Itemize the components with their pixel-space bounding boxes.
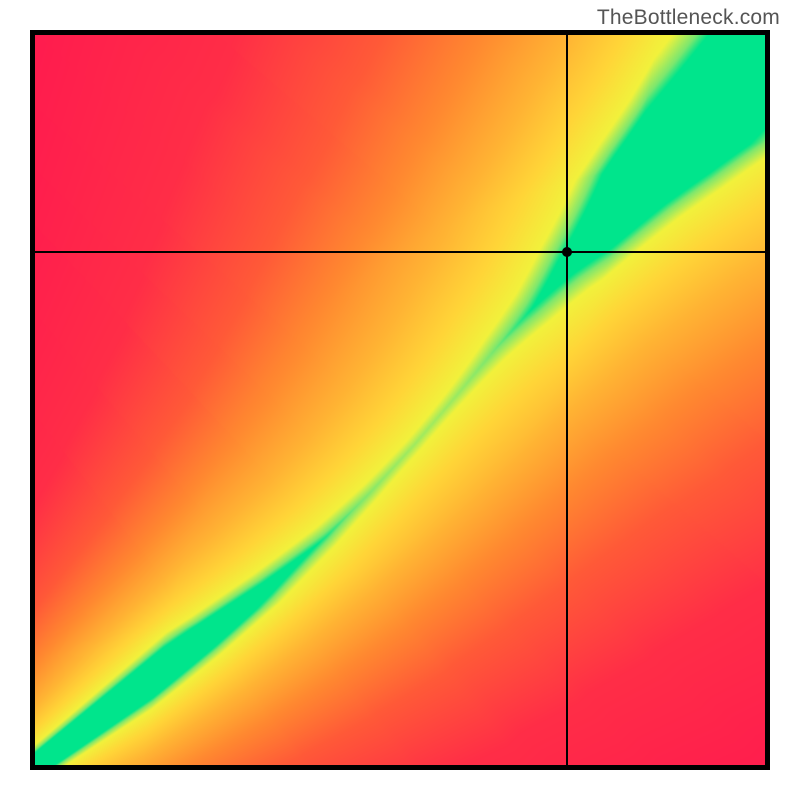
- heatmap-chart: [30, 30, 770, 770]
- crosshair-marker: [562, 247, 572, 257]
- crosshair-vertical: [566, 30, 568, 770]
- heatmap-canvas: [30, 30, 770, 770]
- watermark-text: TheBottleneck.com: [597, 6, 780, 30]
- crosshair-horizontal: [30, 251, 770, 253]
